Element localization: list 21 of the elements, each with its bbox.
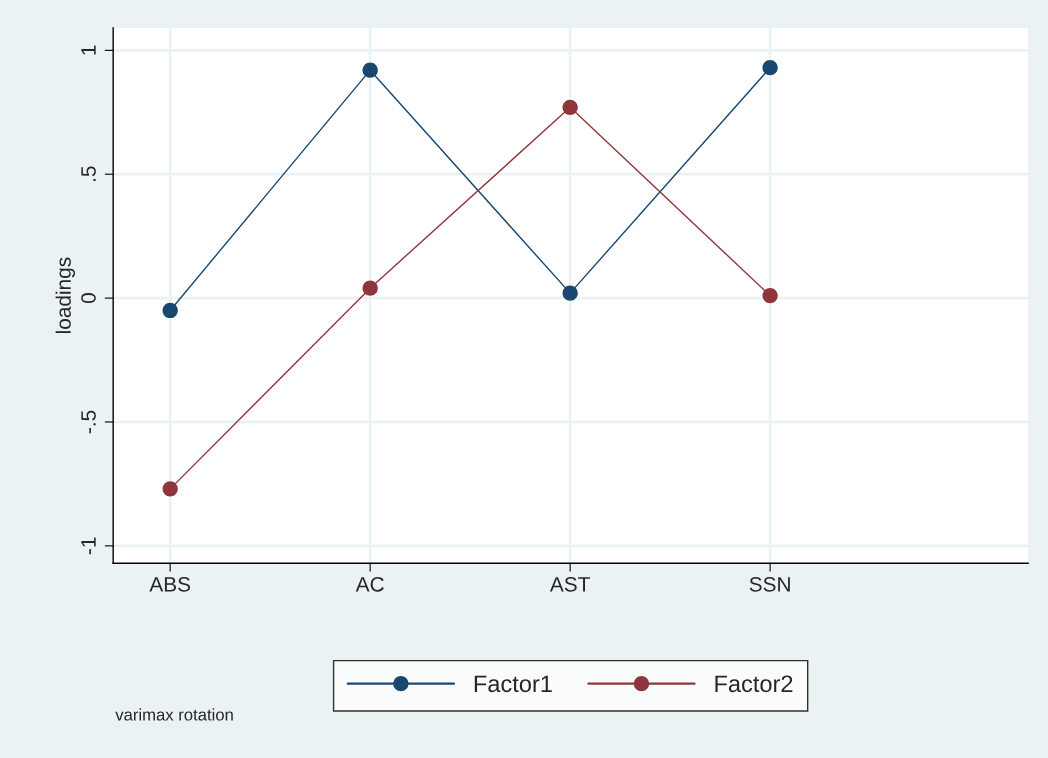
y-tick-label: -.5 — [81, 410, 96, 434]
y-axis-title: loadings — [55, 257, 76, 334]
legend-label: Factor2 — [715, 675, 793, 693]
x-tick-label: SSN — [749, 576, 790, 592]
x-tick-label: AC — [355, 576, 384, 592]
y-tick-label: .5 — [81, 166, 96, 182]
point — [562, 285, 578, 301]
point — [162, 302, 178, 319]
y-tick-label: -1 — [81, 537, 96, 555]
text: varimax rotation — [115, 708, 233, 721]
y-tick-label: 1 — [81, 45, 96, 55]
x-tick-label: AST — [549, 576, 590, 592]
x-tick-label: ABS — [149, 576, 191, 592]
legend-label: Factor1 — [474, 675, 552, 693]
point — [362, 280, 378, 296]
point — [362, 62, 378, 78]
point — [762, 60, 778, 76]
point — [162, 481, 178, 497]
point — [762, 287, 778, 304]
point — [562, 99, 578, 115]
y-tick-label: 0 — [81, 293, 96, 304]
